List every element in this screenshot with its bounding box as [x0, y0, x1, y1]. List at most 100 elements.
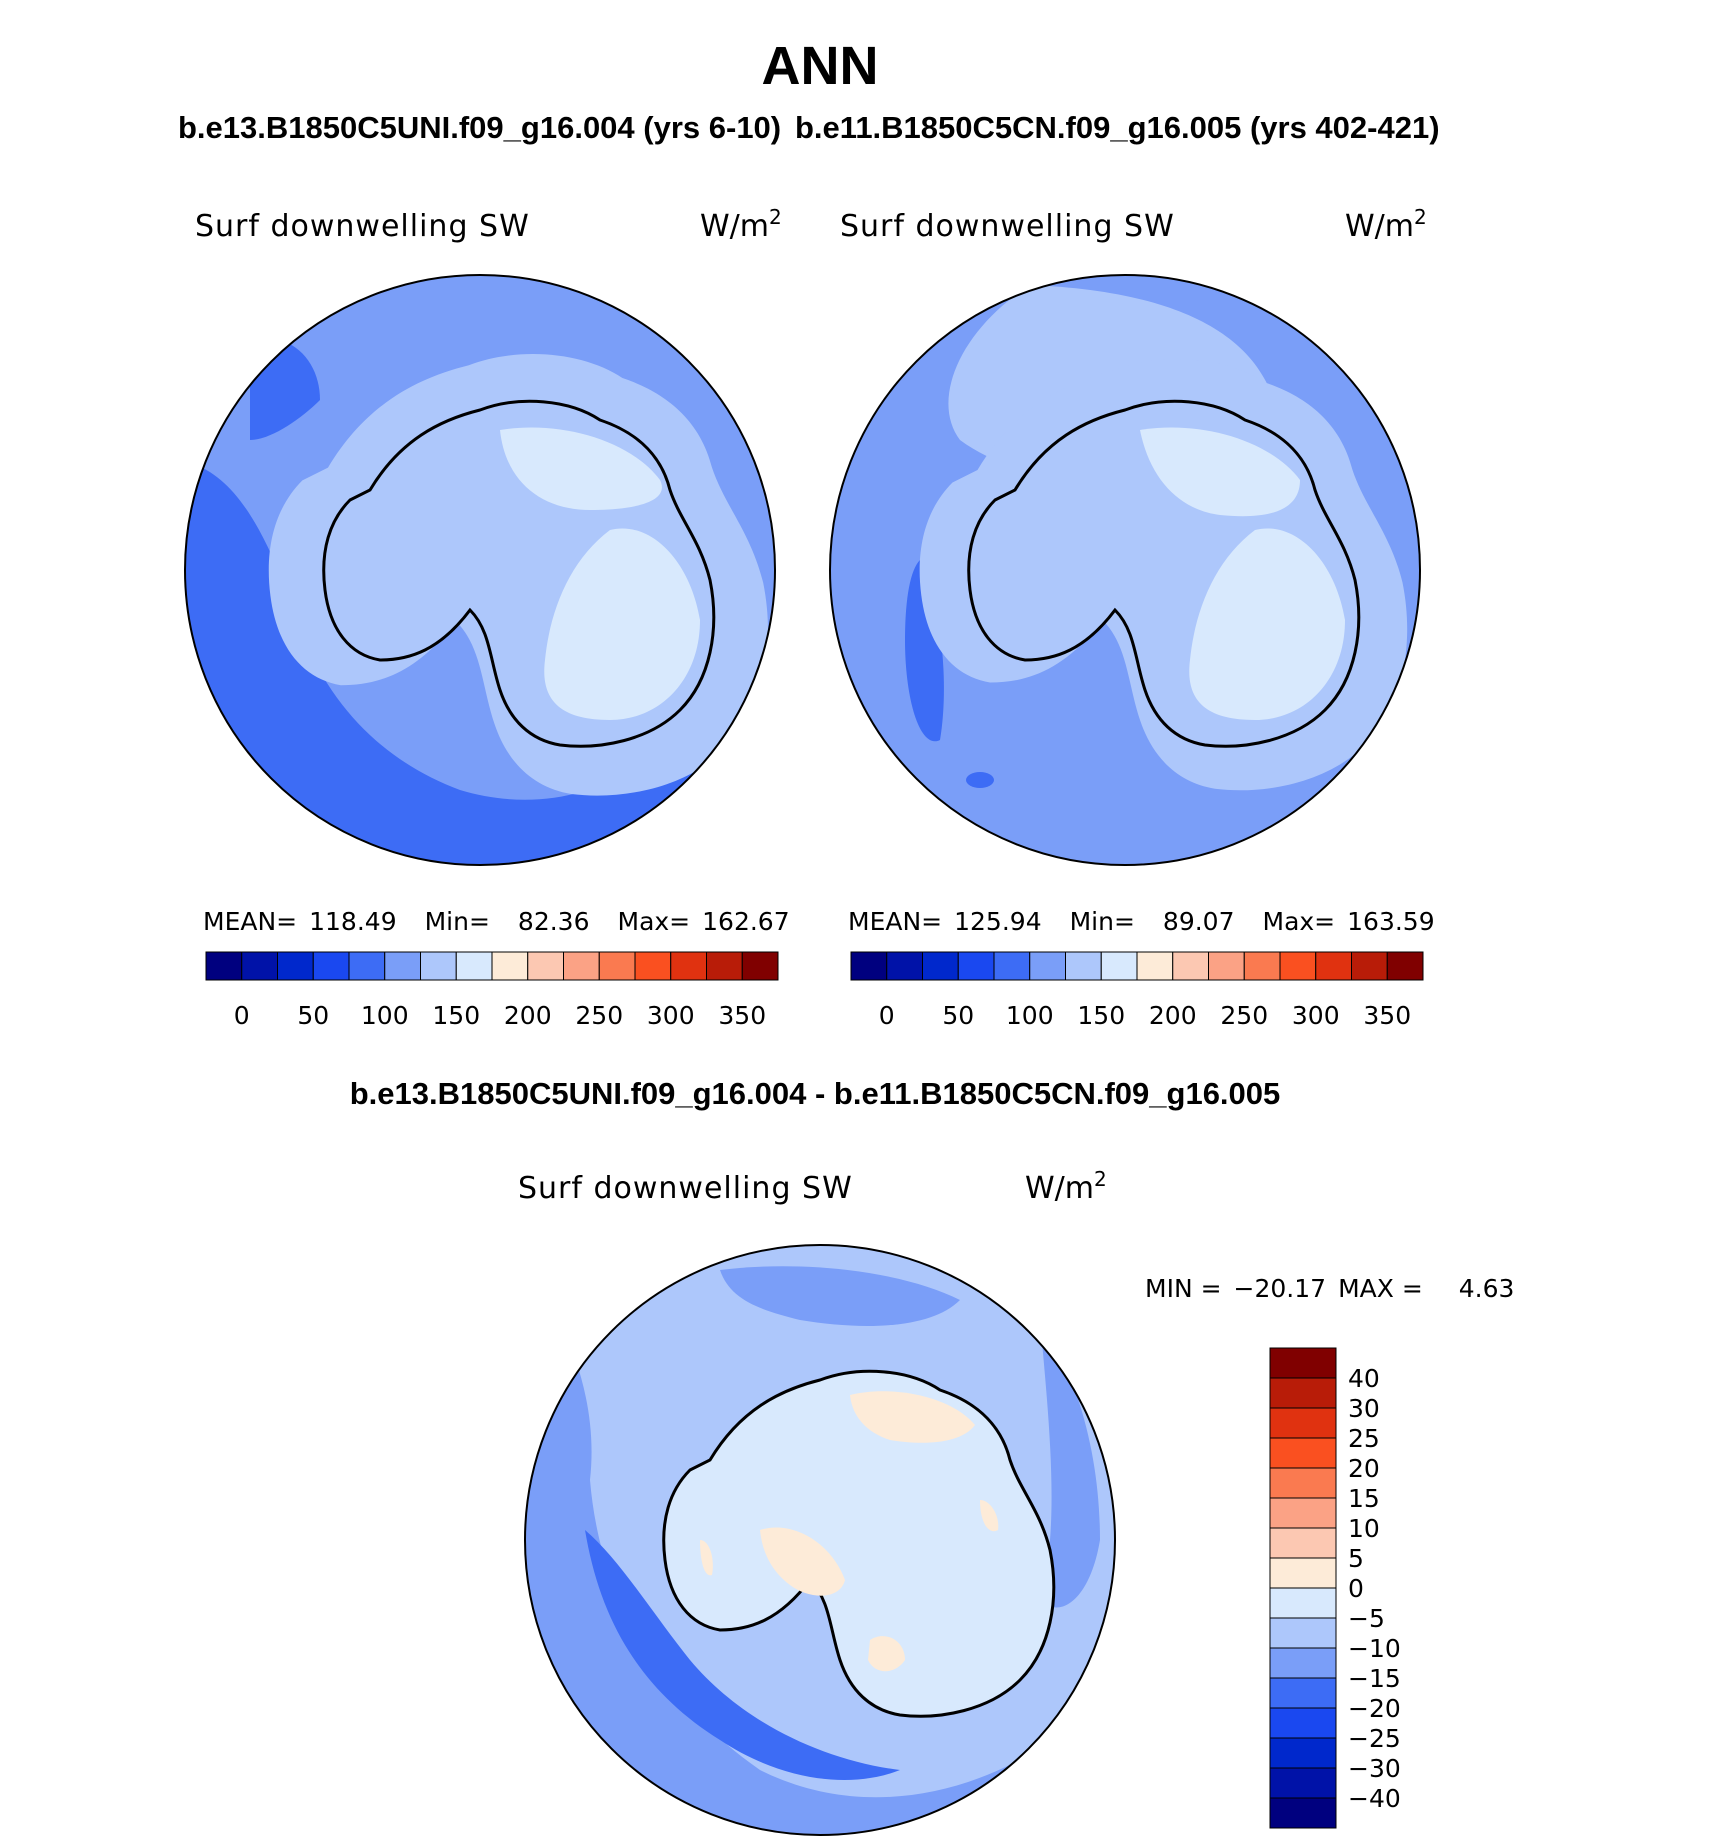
control-colorbar-swatch: [922, 951, 959, 981]
difference-colorbar-tick-label: 0: [1348, 1574, 1364, 1603]
difference-colorbar-tick-label: 30: [1348, 1394, 1380, 1423]
case-colorbar-tick-label: 300: [647, 1001, 695, 1030]
control-colorbar-swatch: [1029, 951, 1066, 981]
control-colorbar-swatch: [1386, 951, 1424, 981]
control-colorbar-swatch: [1351, 951, 1388, 981]
control-variable-label: Surf downwelling SW: [840, 209, 1175, 244]
difference-colorbar-tick-label: 5: [1348, 1544, 1364, 1573]
difference-variable-label: Surf downwelling SW: [518, 1171, 853, 1206]
case-colorbar-tick-label: 250: [575, 1001, 623, 1030]
control-colorbar-tick-label: 0: [879, 1001, 895, 1030]
case-colorbar-swatch: [241, 951, 278, 981]
figure-title: ANN: [762, 36, 879, 96]
case-colorbar-swatch: [598, 951, 636, 981]
case-colorbar-swatch: [420, 951, 457, 981]
difference-colorbar-tick-label: −15: [1348, 1664, 1401, 1693]
difference-colorbar-tick-label: 25: [1348, 1424, 1380, 1453]
control-colorbar-swatch: [1279, 951, 1317, 981]
difference-colorbar-tick-label: −5: [1348, 1604, 1385, 1633]
case-panel-title: b.e13.B1850C5UNI.f09_g16.004 (yrs 6-10): [178, 110, 781, 145]
control-colorbar: 0 50 100 150 200 250 300 350: [850, 951, 1424, 1030]
case-colorbar-tick-label: 50: [297, 1001, 329, 1030]
difference-panel-title: b.e13.B1850C5UNI.f09_g16.004 - b.e11.B18…: [350, 1076, 1281, 1111]
difference-colorbar-swatch: [1269, 1617, 1337, 1649]
control-colorbar-swatch: [886, 951, 923, 981]
difference-units-label: W/m2: [1025, 1167, 1107, 1206]
difference-colorbar-swatch: [1269, 1527, 1337, 1559]
case-panel: Surf downwelling SW W/m2 MEAN= 118.49 Min=…: [184, 205, 790, 1030]
case-colorbar-swatch: [491, 951, 529, 981]
difference-colorbar-swatch: [1269, 1647, 1337, 1679]
control-colorbar-swatch: [1208, 951, 1245, 981]
difference-colorbar-swatch: [1269, 1437, 1337, 1469]
control-colorbar-swatch: [1172, 951, 1209, 981]
difference-colorbar-swatch: [1269, 1587, 1337, 1619]
control-colorbar-tick-label: 100: [1006, 1001, 1054, 1030]
case-colorbar-swatch: [563, 951, 600, 981]
case-stats: MEAN= 118.49 Min= 82.36 Max= 162.67: [203, 907, 790, 936]
difference-map: [525, 1245, 1115, 1835]
difference-colorbar-tick-label: 15: [1348, 1484, 1380, 1513]
difference-colorbar-swatch: [1269, 1767, 1337, 1799]
difference-panel: b.e13.B1850C5UNI.f09_g16.004 - b.e11.B18…: [350, 1076, 1514, 1836]
control-units-label: W/m2: [1345, 205, 1427, 244]
case-colorbar-tick-label: 200: [504, 1001, 552, 1030]
case-map: [185, 275, 775, 865]
case-colorbar-swatch: [741, 951, 779, 981]
difference-colorbar-swatch: [1269, 1677, 1337, 1709]
difference-colorbar-tick-label: 10: [1348, 1514, 1380, 1543]
control-colorbar-swatch: [1243, 951, 1281, 981]
difference-colorbar-tick-label: −40: [1348, 1784, 1401, 1813]
difference-colorbar-swatch: [1269, 1407, 1337, 1439]
control-colorbar-swatch: [1315, 951, 1352, 981]
case-colorbar-swatch: [670, 951, 707, 981]
case-colorbar-swatch: [205, 951, 243, 981]
control-colorbar-tick-label: 350: [1363, 1001, 1411, 1030]
control-colorbar-swatch: [1100, 951, 1138, 981]
difference-colorbar-swatch: [1269, 1737, 1337, 1769]
case-colorbar-tick-label: 100: [361, 1001, 409, 1030]
control-colorbar-tick-label: 300: [1292, 1001, 1340, 1030]
case-colorbar-swatch: [706, 951, 743, 981]
control-colorbar-swatch: [957, 951, 995, 981]
case-variable-label: Surf downwelling SW: [195, 209, 530, 244]
case-colorbar-swatch: [384, 951, 421, 981]
control-colorbar-tick-label: 50: [942, 1001, 974, 1030]
control-colorbar-tick-label: 200: [1149, 1001, 1197, 1030]
difference-colorbar-swatch: [1269, 1377, 1337, 1409]
case-colorbar-tick-label: 150: [432, 1001, 480, 1030]
control-colorbar-swatch: [850, 951, 888, 981]
control-panel-title: b.e11.B1850C5CN.f09_g16.005 (yrs 402-421…: [795, 110, 1440, 145]
difference-colorbar-swatch: [1269, 1497, 1337, 1529]
control-stats: MEAN= 125.94 Min= 89.07 Max= 163.59: [848, 907, 1435, 936]
difference-colorbar-tick-label: 40: [1348, 1364, 1380, 1393]
difference-colorbar-swatch: [1269, 1467, 1337, 1499]
difference-colorbar-tick-label: 20: [1348, 1454, 1380, 1483]
difference-colorbar-swatch: [1269, 1707, 1337, 1739]
difference-colorbar-swatch: [1269, 1797, 1337, 1829]
control-colorbar-swatch: [993, 951, 1031, 981]
difference-colorbar-swatch: [1269, 1347, 1337, 1379]
difference-colorbar-tick-label: −10: [1348, 1634, 1401, 1663]
control-colorbar-tick-label: 150: [1077, 1001, 1125, 1030]
case-colorbar-swatch: [312, 951, 350, 981]
difference-colorbar-tick-label: −30: [1348, 1754, 1401, 1783]
case-colorbar-swatch: [277, 951, 314, 981]
case-units-label: W/m2: [700, 205, 782, 244]
case-colorbar-tick-label: 0: [234, 1001, 250, 1030]
case-colorbar-tick-label: 350: [718, 1001, 766, 1030]
control-colorbar-tick-label: 250: [1220, 1001, 1268, 1030]
case-colorbar-swatch: [455, 951, 493, 981]
control-colorbar-swatch: [1065, 951, 1102, 981]
difference-colorbar-tick-label: −20: [1348, 1694, 1401, 1723]
case-colorbar-swatch: [527, 951, 564, 981]
case-colorbar-swatch: [348, 951, 386, 981]
difference-colorbar-swatch: [1269, 1557, 1337, 1589]
control-panel: Surf downwelling SW W/m2 MEAN= 125.94 Min=…: [829, 205, 1435, 1030]
control-map: [830, 275, 1420, 865]
difference-colorbar-tick-label: −25: [1348, 1724, 1401, 1753]
case-colorbar-swatch: [634, 951, 672, 981]
case-colorbar: 0 50 100 150 200 250 300 350: [205, 951, 779, 1030]
